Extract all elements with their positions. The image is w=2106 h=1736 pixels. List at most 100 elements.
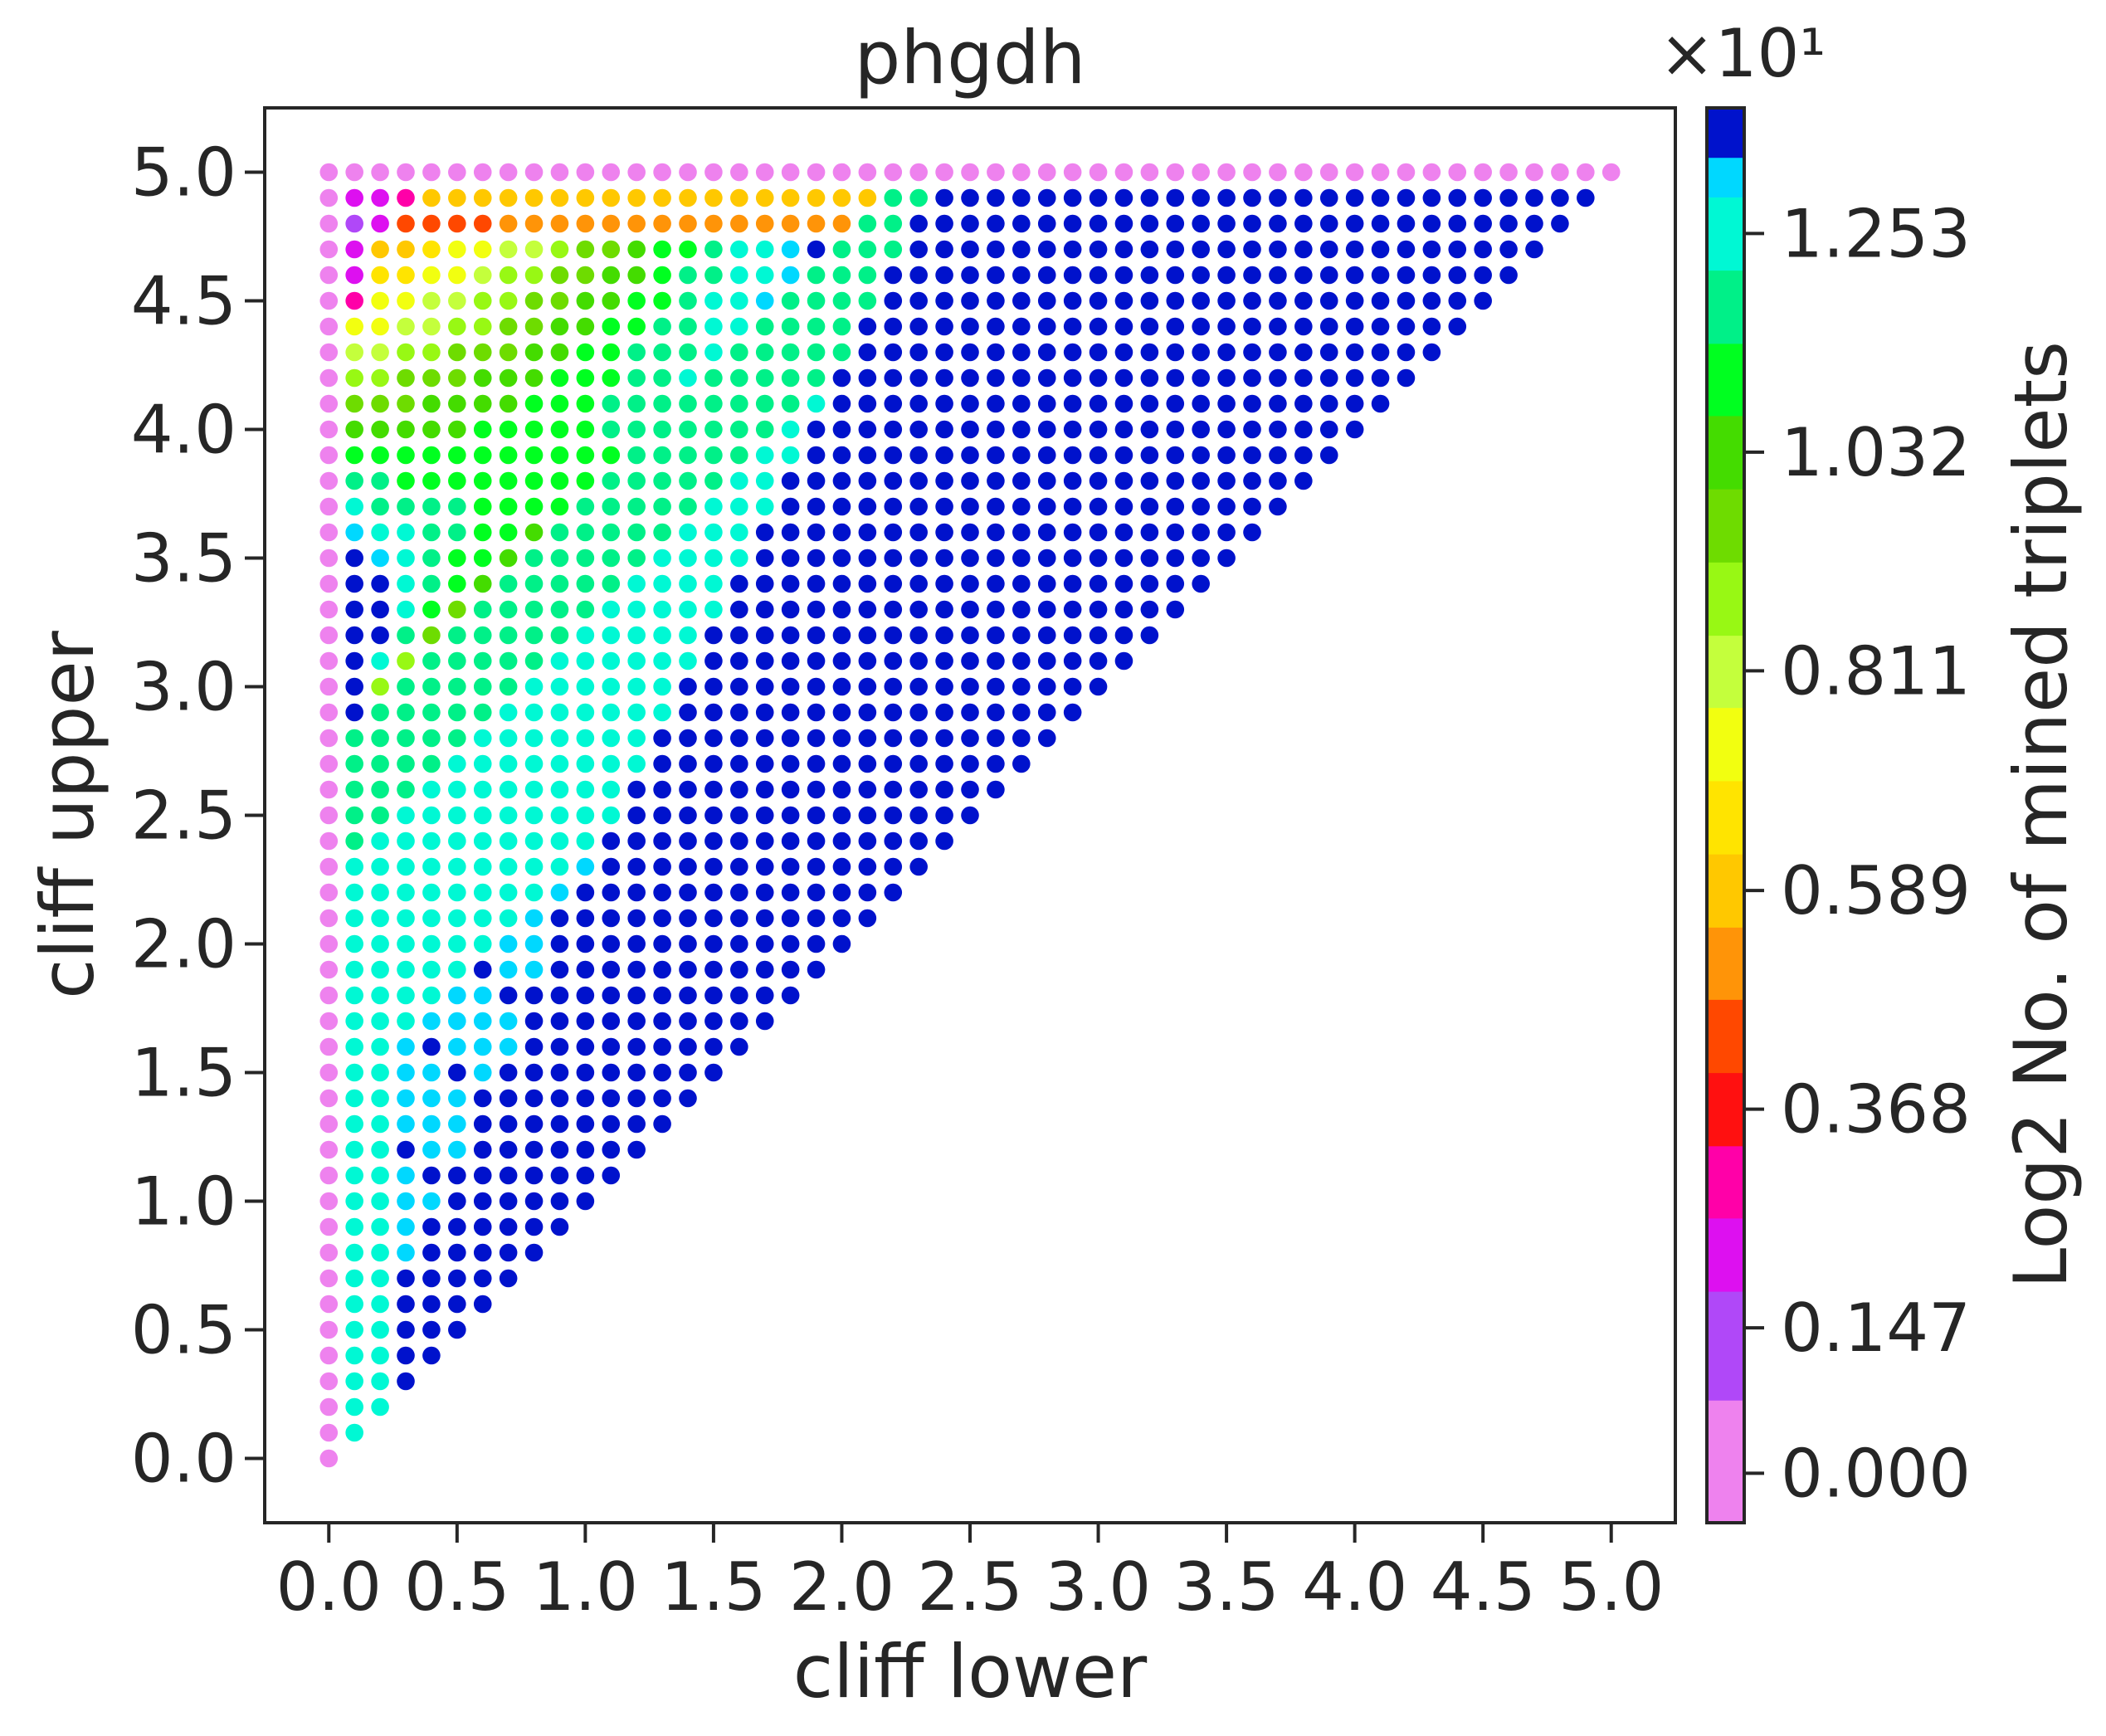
scatter-point xyxy=(524,497,544,516)
scatter-point xyxy=(473,214,492,233)
scatter-point xyxy=(1371,240,1390,259)
scatter-point xyxy=(602,291,621,310)
scatter-point xyxy=(1114,291,1133,310)
y-tick-label: 2.5 xyxy=(131,778,236,855)
scatter-point xyxy=(1037,394,1056,413)
scatter-point xyxy=(1140,600,1159,619)
scatter-point xyxy=(1269,317,1287,336)
scatter-point xyxy=(704,523,723,542)
scatter-point xyxy=(345,368,363,388)
scatter-point xyxy=(1243,240,1261,259)
scatter-point xyxy=(961,574,979,593)
scatter-point xyxy=(319,857,339,876)
scatter-point xyxy=(550,214,569,233)
scatter-point xyxy=(576,240,595,259)
scatter-point xyxy=(1089,163,1108,182)
scatter-point xyxy=(1217,497,1236,516)
scatter-point xyxy=(473,574,492,593)
scatter-point xyxy=(987,188,1005,207)
scatter-point xyxy=(858,497,877,516)
scatter-point xyxy=(627,934,646,953)
scatter-point xyxy=(832,394,851,413)
scatter-point xyxy=(602,1063,621,1082)
scatter-point xyxy=(987,754,1005,773)
scatter-point xyxy=(961,240,979,259)
scatter-point xyxy=(653,883,671,902)
scatter-point xyxy=(1422,291,1441,310)
scatter-point xyxy=(422,574,441,593)
scatter-point xyxy=(627,163,646,182)
colorbar-ticks: 0.000 0.147 0.368 0.589 0.811 1.032 1.253 xyxy=(1744,195,1971,1512)
scatter-point xyxy=(448,960,466,979)
scatter-point xyxy=(1345,394,1364,413)
scatter-point xyxy=(499,497,518,516)
scatter-point xyxy=(602,934,621,953)
scatter-point xyxy=(550,394,569,413)
scatter-point xyxy=(448,1063,466,1082)
scatter-point xyxy=(653,549,671,568)
scatter-point xyxy=(319,1037,339,1056)
scatter-point xyxy=(422,188,441,207)
scatter-point xyxy=(397,986,415,1005)
scatter-point xyxy=(550,857,569,876)
scatter-point xyxy=(1140,240,1159,259)
scatter-point xyxy=(1114,420,1133,439)
scatter-point xyxy=(884,240,903,259)
scatter-point xyxy=(653,163,671,182)
scatter-point xyxy=(499,394,518,413)
scatter-point xyxy=(499,523,518,542)
scatter-point xyxy=(576,1114,595,1134)
scatter-point xyxy=(1063,497,1082,516)
scatter-point xyxy=(602,703,621,722)
scatter-point xyxy=(755,626,774,645)
scatter-point xyxy=(704,857,723,876)
scatter-point xyxy=(1294,368,1313,388)
scatter-point xyxy=(832,163,851,182)
scatter-point xyxy=(345,986,363,1005)
scatter-point xyxy=(1012,549,1031,568)
scatter-point xyxy=(679,523,697,542)
colorbar-segment xyxy=(1707,1217,1744,1292)
scatter-point xyxy=(987,574,1005,593)
scatter-point xyxy=(448,626,466,645)
scatter-point xyxy=(1397,368,1416,388)
scatter-point xyxy=(1345,291,1364,310)
scatter-point xyxy=(730,754,748,773)
scatter-point xyxy=(730,934,748,953)
x-tick-label: 1.5 xyxy=(661,1548,766,1626)
scatter-point xyxy=(832,368,851,388)
colorbar-tick-label: 0.589 xyxy=(1781,852,1971,929)
scatter-point xyxy=(397,960,415,979)
scatter-point xyxy=(1217,368,1236,388)
scatter-point xyxy=(807,368,826,388)
scatter-point xyxy=(781,754,800,773)
scatter-point xyxy=(1243,446,1261,465)
scatter-point xyxy=(704,754,723,773)
scatter-point xyxy=(1192,317,1210,336)
scatter-point xyxy=(1243,471,1261,490)
scatter-point xyxy=(704,471,723,490)
colorbar-tick-label: 0.000 xyxy=(1781,1435,1971,1512)
scatter-point xyxy=(730,986,748,1005)
scatter-point xyxy=(653,857,671,876)
scatter-point xyxy=(1063,317,1082,336)
scatter-point xyxy=(1269,471,1287,490)
scatter-point xyxy=(858,549,877,568)
scatter-point xyxy=(397,420,415,439)
scatter-point xyxy=(679,1012,697,1031)
scatter-point xyxy=(371,1295,389,1314)
scatter-point xyxy=(499,986,518,1005)
scatter-point xyxy=(1037,703,1056,722)
scatter-point xyxy=(755,163,774,182)
scatter-point xyxy=(884,163,903,182)
scatter-point xyxy=(602,806,621,825)
x-tick-label: 4.0 xyxy=(1302,1548,1407,1626)
scatter-point xyxy=(1012,420,1031,439)
scatter-point xyxy=(602,677,621,696)
scatter-point xyxy=(781,857,800,876)
scatter-point xyxy=(1243,214,1261,233)
scatter-point xyxy=(627,677,646,696)
scatter-point xyxy=(627,857,646,876)
scatter-point xyxy=(1422,188,1441,207)
scatter-point xyxy=(499,291,518,310)
